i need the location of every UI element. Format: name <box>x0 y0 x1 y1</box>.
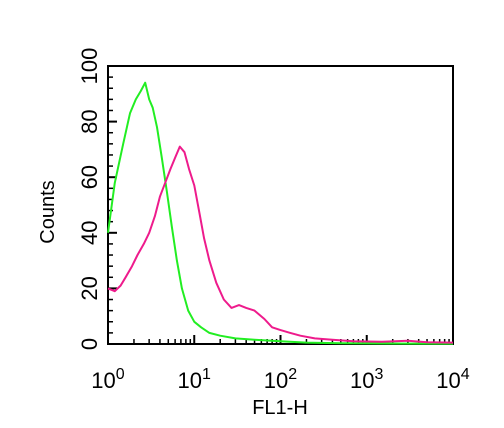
y-axis-title: Counts <box>37 180 59 243</box>
series-line-1 <box>107 81 454 345</box>
y-tick-label: 0 <box>77 338 102 350</box>
series-layer <box>107 81 454 345</box>
y-tick-label: 100 <box>77 48 102 85</box>
x-axis-title: FL1-H <box>252 397 308 419</box>
x-tick-label: 102 <box>264 366 297 393</box>
x-tick-base: 10 <box>350 368 374 393</box>
plot-frame <box>107 65 454 345</box>
x-tick-exponent: 1 <box>202 366 211 383</box>
x-tick-label: 104 <box>436 366 469 393</box>
x-tick-exponent: 2 <box>288 366 297 383</box>
x-tick-base: 10 <box>178 368 202 393</box>
x-tick-exponent: 4 <box>461 366 470 383</box>
x-tick-exponent: 0 <box>116 366 125 383</box>
y-tick-label: 80 <box>77 109 102 133</box>
x-tick-label: 103 <box>350 366 383 393</box>
x-tick-base: 10 <box>264 368 288 393</box>
x-tick-exponent: 3 <box>375 366 384 383</box>
y-tick-label: 20 <box>77 276 102 300</box>
x-tick-label: 100 <box>91 366 124 393</box>
x-axis-tick-labels: 100 101 102 103 104 <box>91 366 469 393</box>
x-tick-base: 10 <box>91 368 115 393</box>
y-tick-label: 60 <box>77 165 102 189</box>
x-tick-label: 101 <box>178 366 211 393</box>
y-tick-label: 40 <box>77 221 102 245</box>
y-axis-tick-labels: 0 20 40 60 80 100 <box>77 48 102 350</box>
x-tick-base: 10 <box>436 368 460 393</box>
series-line-2 <box>107 145 454 344</box>
